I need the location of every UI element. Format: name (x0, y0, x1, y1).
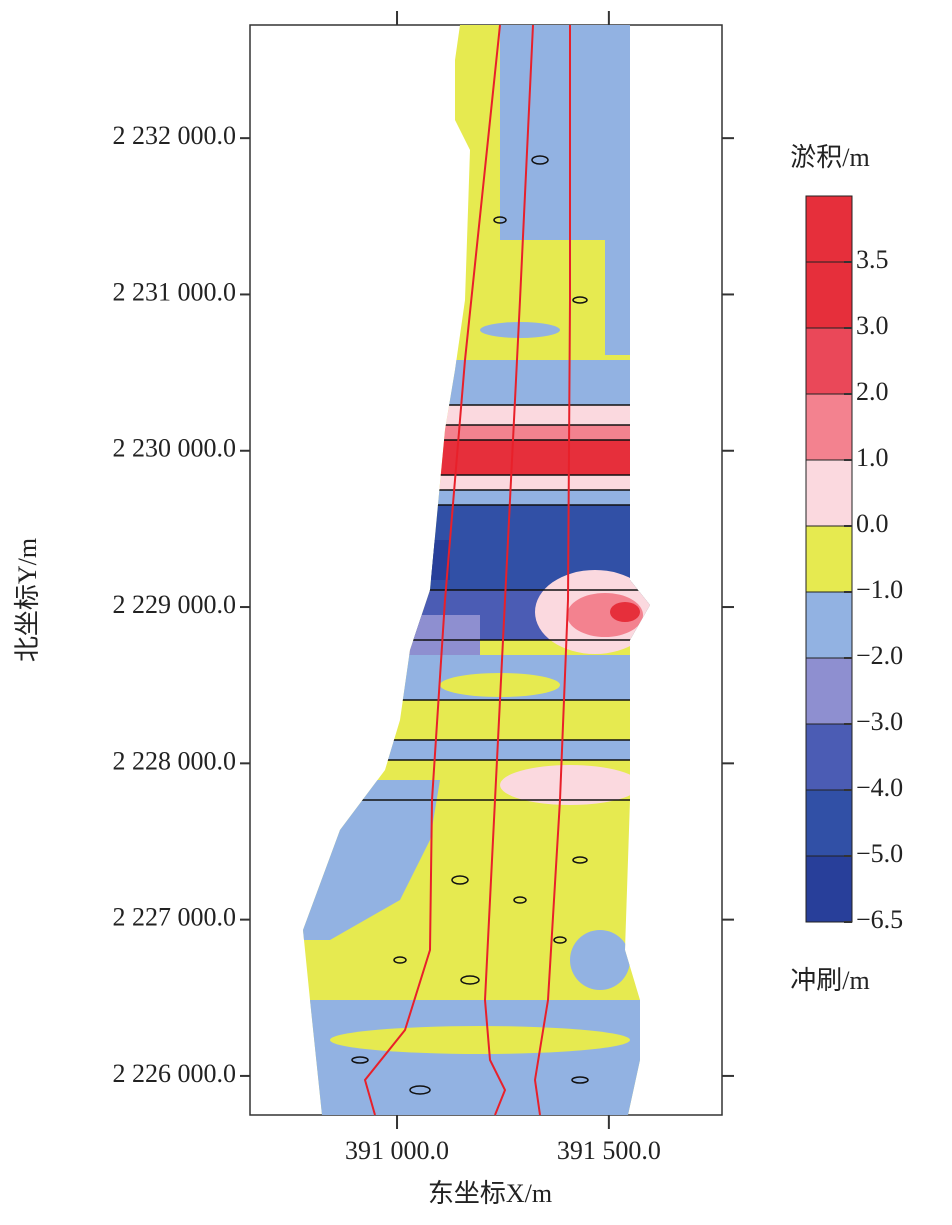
colorbar-label: 3.5 (856, 245, 889, 274)
colorbar-band (805, 855, 853, 923)
y-tick-label: 2 232 000.0 (113, 121, 237, 150)
colorbar-title: 淤积/m (790, 143, 869, 172)
y-tick-label: 2 231 000.0 (113, 277, 237, 306)
colorbar-bottom-label: 冲刷/m (790, 966, 869, 995)
colorbar-label: −5.0 (856, 839, 903, 868)
colorbar-label: 0.0 (856, 509, 889, 538)
colorbar-band (805, 327, 853, 395)
x-tick-label: 391 500.0 (557, 1136, 661, 1165)
y-axis-label: 北坐标Y/m (13, 538, 42, 662)
colorbar-band (805, 393, 853, 461)
colorbar-label: 2.0 (856, 377, 889, 406)
y-tick-label: 2 230 000.0 (113, 434, 237, 463)
x-axis-label: 东坐标X/m (428, 1179, 552, 1208)
colorbar-label: −3.0 (856, 707, 903, 736)
colorbar-label: −1.0 (856, 575, 903, 604)
colorbar-label: −2.0 (856, 641, 903, 670)
colorbar-band (805, 591, 853, 659)
colorbar-band (805, 459, 853, 527)
colorbar-band (805, 789, 853, 857)
colorbar-label: 1.0 (856, 443, 889, 472)
y-tick-label: 2 226 000.0 (113, 1059, 237, 1088)
colorbar-band (805, 657, 853, 725)
x-tick-label: 391 000.0 (345, 1136, 449, 1165)
y-tick-label: 2 229 000.0 (113, 590, 237, 619)
colorbar-band (805, 195, 853, 263)
y-tick-label: 2 228 000.0 (113, 746, 237, 775)
colorbar-band (805, 723, 853, 791)
colorbar-band (805, 261, 853, 329)
colorbar-label: −4.0 (856, 773, 903, 802)
colorbar-label: 3.0 (856, 311, 889, 340)
channel-lines (363, 24, 571, 1116)
colorbar-band (805, 525, 853, 593)
y-tick-label: 2 227 000.0 (113, 903, 237, 932)
colorbar-label: −6.5 (856, 905, 903, 934)
